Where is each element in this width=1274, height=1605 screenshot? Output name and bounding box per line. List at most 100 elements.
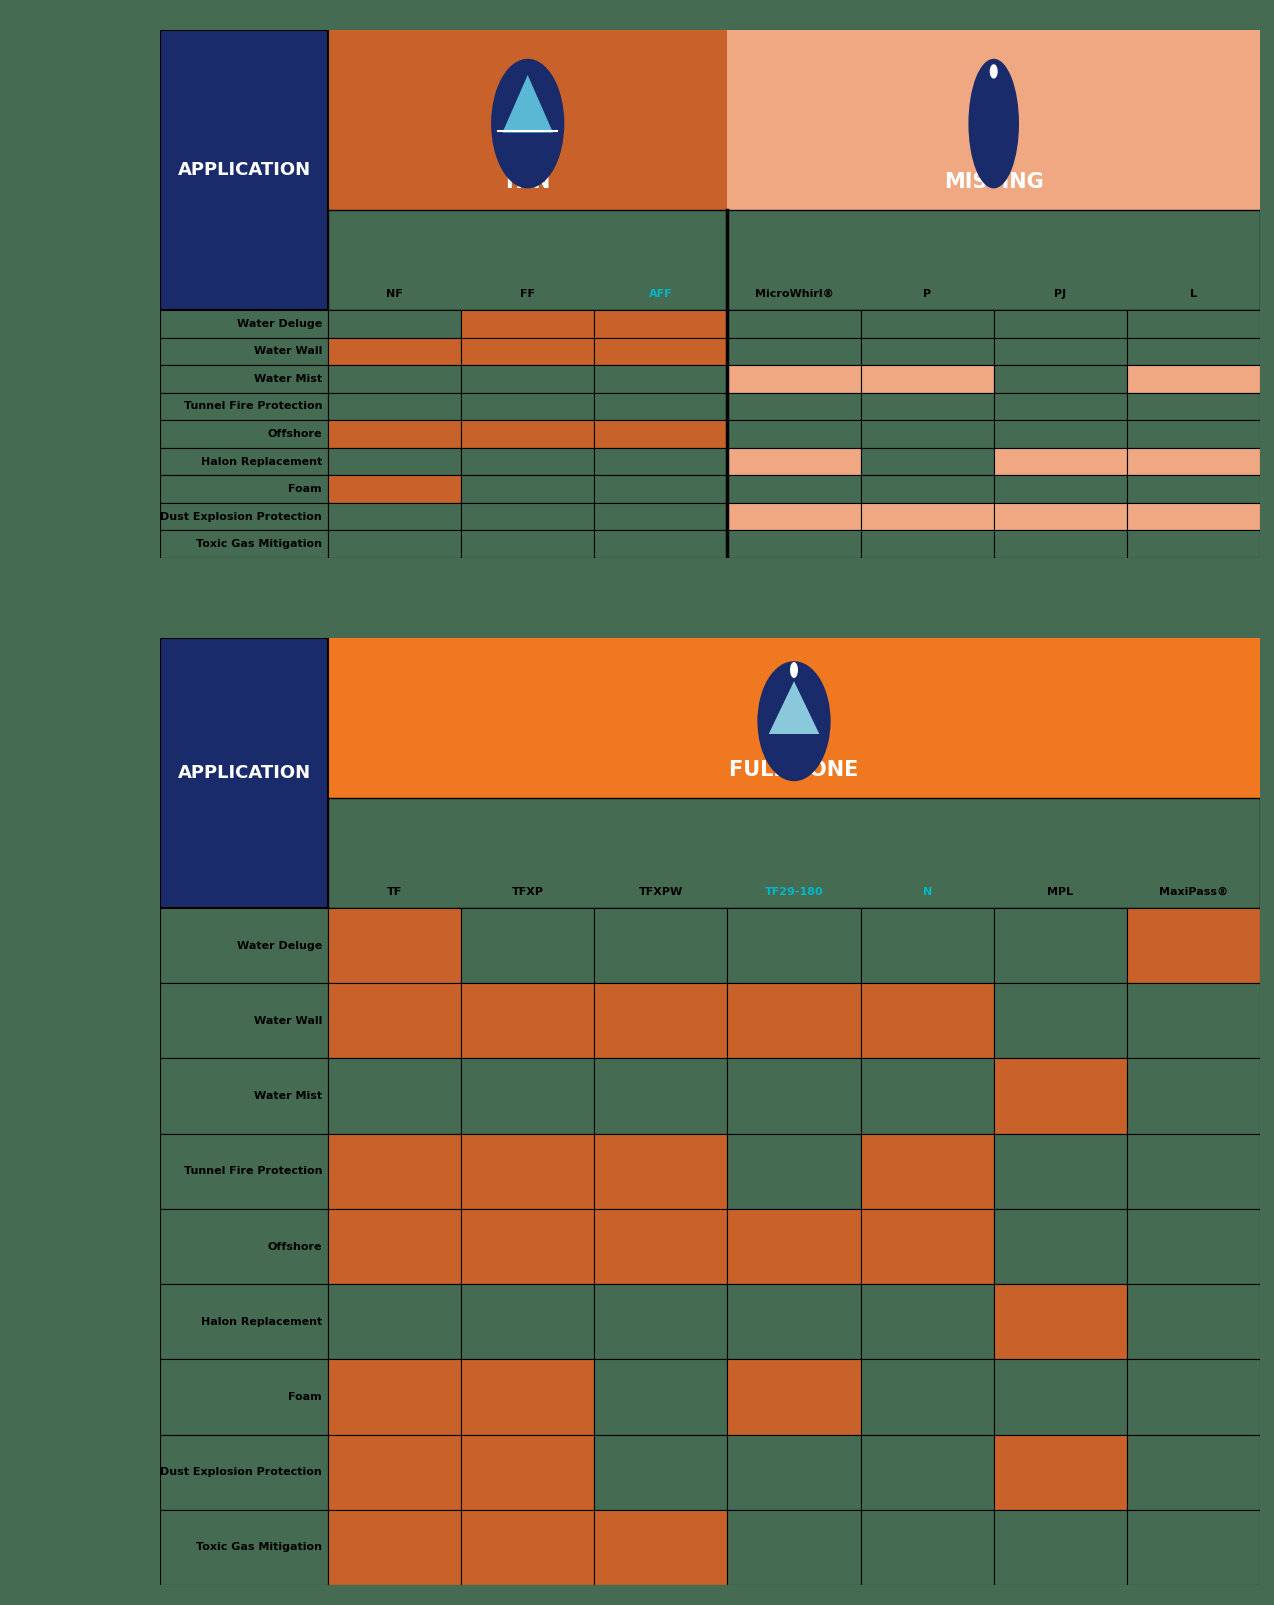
FancyBboxPatch shape	[860, 502, 994, 530]
FancyBboxPatch shape	[994, 1133, 1127, 1209]
Text: Water Deluge: Water Deluge	[237, 941, 322, 950]
Text: TFXP: TFXP	[512, 888, 544, 897]
FancyBboxPatch shape	[161, 448, 327, 475]
Text: FAN: FAN	[505, 172, 550, 193]
FancyBboxPatch shape	[994, 310, 1127, 337]
FancyBboxPatch shape	[1127, 1209, 1260, 1284]
Text: Water Mist: Water Mist	[254, 1091, 322, 1101]
FancyBboxPatch shape	[727, 1058, 860, 1133]
FancyBboxPatch shape	[1127, 421, 1260, 448]
FancyBboxPatch shape	[594, 1284, 727, 1359]
FancyBboxPatch shape	[860, 908, 994, 984]
FancyBboxPatch shape	[327, 798, 1260, 908]
FancyBboxPatch shape	[727, 421, 860, 448]
FancyBboxPatch shape	[994, 1510, 1127, 1586]
FancyBboxPatch shape	[860, 1058, 994, 1133]
FancyBboxPatch shape	[461, 421, 594, 448]
FancyBboxPatch shape	[461, 984, 594, 1058]
FancyBboxPatch shape	[994, 530, 1127, 559]
FancyBboxPatch shape	[327, 1133, 461, 1209]
Text: Toxic Gas Mitigation: Toxic Gas Mitigation	[196, 1542, 322, 1552]
FancyBboxPatch shape	[860, 1359, 994, 1435]
FancyBboxPatch shape	[461, 393, 594, 421]
FancyBboxPatch shape	[161, 475, 327, 502]
FancyBboxPatch shape	[860, 1209, 994, 1284]
Ellipse shape	[968, 59, 1019, 188]
FancyBboxPatch shape	[594, 337, 727, 364]
Text: FULL CONE: FULL CONE	[729, 761, 859, 780]
FancyBboxPatch shape	[994, 475, 1127, 502]
Text: TF29-180: TF29-180	[764, 888, 823, 897]
FancyBboxPatch shape	[327, 984, 461, 1058]
Text: Halon Replacement: Halon Replacement	[201, 456, 322, 467]
FancyBboxPatch shape	[161, 530, 327, 559]
Text: Foam: Foam	[288, 485, 322, 494]
Text: APPLICATION: APPLICATION	[177, 764, 311, 782]
FancyBboxPatch shape	[860, 337, 994, 364]
FancyBboxPatch shape	[994, 1058, 1127, 1133]
FancyBboxPatch shape	[594, 1209, 727, 1284]
Text: Halon Replacement: Halon Replacement	[201, 1316, 322, 1327]
FancyBboxPatch shape	[327, 639, 1260, 798]
Text: Water Mist: Water Mist	[254, 374, 322, 384]
FancyBboxPatch shape	[1127, 908, 1260, 984]
FancyBboxPatch shape	[461, 1510, 594, 1586]
FancyBboxPatch shape	[994, 393, 1127, 421]
Text: PJ: PJ	[1054, 289, 1066, 299]
FancyBboxPatch shape	[461, 530, 594, 559]
FancyBboxPatch shape	[461, 448, 594, 475]
Text: Dust Explosion Protection: Dust Explosion Protection	[161, 1467, 322, 1477]
FancyBboxPatch shape	[1127, 310, 1260, 337]
FancyBboxPatch shape	[594, 475, 727, 502]
FancyBboxPatch shape	[461, 364, 594, 393]
Text: Offshore: Offshore	[268, 429, 322, 440]
FancyBboxPatch shape	[994, 1209, 1127, 1284]
FancyBboxPatch shape	[860, 984, 994, 1058]
FancyBboxPatch shape	[327, 1284, 461, 1359]
FancyBboxPatch shape	[594, 1510, 727, 1586]
FancyBboxPatch shape	[327, 364, 461, 393]
FancyBboxPatch shape	[1127, 1284, 1260, 1359]
FancyBboxPatch shape	[860, 421, 994, 448]
FancyBboxPatch shape	[327, 393, 461, 421]
FancyBboxPatch shape	[727, 310, 860, 337]
FancyBboxPatch shape	[161, 639, 327, 908]
FancyBboxPatch shape	[161, 310, 327, 337]
Text: FF: FF	[520, 289, 535, 299]
FancyBboxPatch shape	[161, 908, 327, 984]
FancyBboxPatch shape	[594, 364, 727, 393]
FancyBboxPatch shape	[594, 908, 727, 984]
FancyBboxPatch shape	[461, 337, 594, 364]
Text: MISTING: MISTING	[944, 172, 1043, 193]
FancyBboxPatch shape	[727, 1435, 860, 1510]
Text: Offshore: Offshore	[268, 1242, 322, 1252]
FancyBboxPatch shape	[327, 908, 461, 984]
FancyBboxPatch shape	[1127, 502, 1260, 530]
FancyBboxPatch shape	[461, 1209, 594, 1284]
FancyBboxPatch shape	[327, 337, 461, 364]
Text: Water Wall: Water Wall	[254, 347, 322, 356]
Ellipse shape	[490, 59, 564, 188]
FancyBboxPatch shape	[594, 1133, 727, 1209]
FancyBboxPatch shape	[327, 421, 461, 448]
FancyBboxPatch shape	[994, 448, 1127, 475]
FancyBboxPatch shape	[994, 1359, 1127, 1435]
FancyBboxPatch shape	[161, 421, 327, 448]
FancyBboxPatch shape	[1127, 1359, 1260, 1435]
FancyBboxPatch shape	[161, 30, 327, 310]
FancyBboxPatch shape	[327, 448, 461, 475]
FancyBboxPatch shape	[860, 1133, 994, 1209]
FancyBboxPatch shape	[1127, 364, 1260, 393]
FancyBboxPatch shape	[594, 1435, 727, 1510]
Ellipse shape	[990, 64, 998, 79]
Ellipse shape	[757, 661, 831, 782]
FancyBboxPatch shape	[327, 1510, 461, 1586]
FancyBboxPatch shape	[860, 393, 994, 421]
FancyBboxPatch shape	[461, 1133, 594, 1209]
FancyBboxPatch shape	[994, 1284, 1127, 1359]
FancyBboxPatch shape	[594, 1359, 727, 1435]
FancyBboxPatch shape	[161, 1510, 327, 1586]
FancyBboxPatch shape	[994, 364, 1127, 393]
FancyBboxPatch shape	[327, 30, 727, 210]
FancyBboxPatch shape	[994, 502, 1127, 530]
